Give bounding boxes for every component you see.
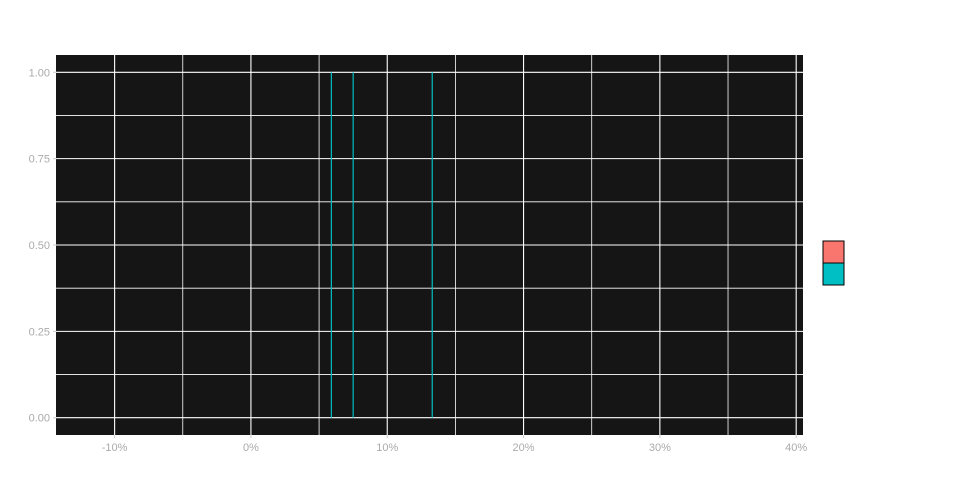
- y-tick-label: 1.00: [29, 67, 50, 79]
- x-tick-label: 40%: [785, 442, 807, 454]
- legend-key-1: [822, 240, 845, 264]
- y-tick-label: 0.00: [29, 413, 50, 425]
- legend: [822, 240, 845, 286]
- y-tick-label: 0.50: [29, 240, 50, 252]
- legend-key-2: [822, 262, 845, 286]
- series-group: [330, 72, 433, 418]
- y-tick-label: 0.75: [29, 154, 50, 166]
- y-tick-label: 0.25: [29, 326, 50, 338]
- x-axis-ticks: -10% 0% 10% 20% 30% 40%: [102, 435, 807, 454]
- y-axis-ticks: 0.00 0.25 0.50 0.75 1.00: [29, 67, 56, 425]
- x-tick-label: 20%: [513, 442, 535, 454]
- grid-major: [56, 55, 803, 435]
- x-tick-label: 0%: [243, 442, 259, 454]
- x-tick-label: 10%: [376, 442, 398, 454]
- x-tick-label: 30%: [649, 442, 671, 454]
- x-tick-label: -10%: [102, 442, 128, 454]
